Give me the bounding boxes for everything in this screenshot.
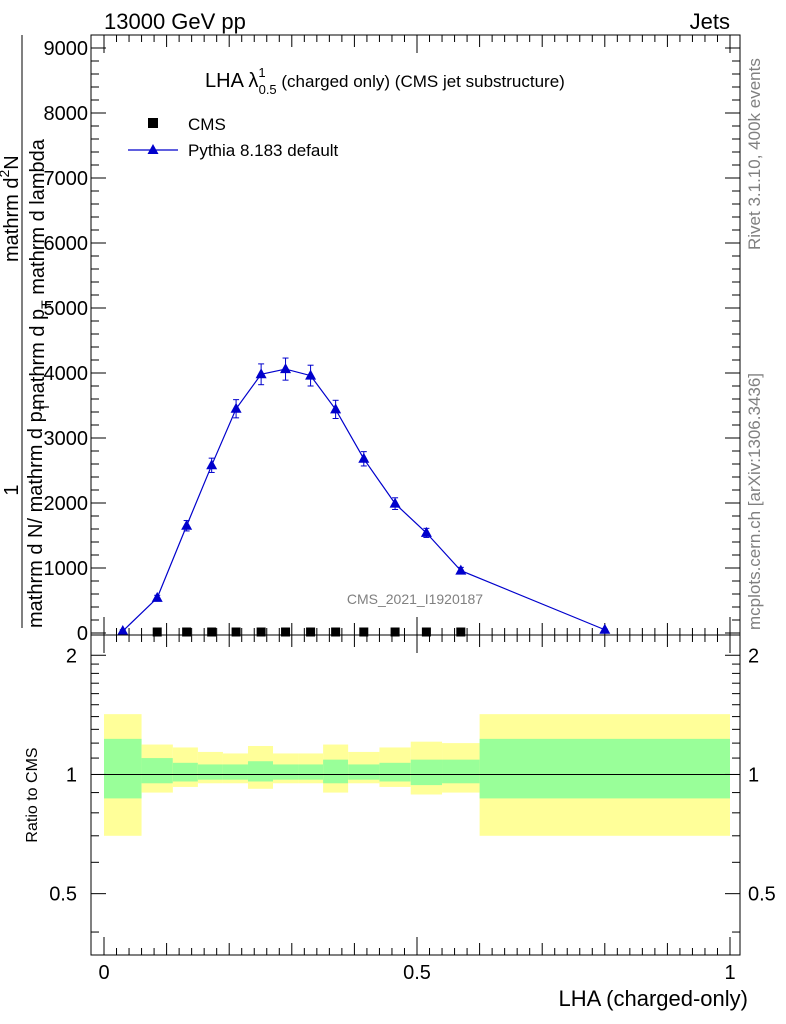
x-tick-label: 1 [724,962,735,984]
legend-pythia-marker [147,144,159,154]
main-y-tick-label: 6000 [44,233,89,255]
ylabel-den-two-end: mathrm d lambda [27,138,49,300]
cms-point [207,627,217,637]
cms-point [421,627,431,637]
pythia-point [599,623,611,634]
plot-title: LHA λ1 0.5 (charged only) (CMS jet substr… [205,65,565,97]
pythia-point [389,497,401,508]
title-main: LHA λ [205,70,258,92]
title-sub: 0.5 [259,82,277,97]
main-series [117,357,611,637]
pythia-point [117,625,129,636]
ratio-bands [104,714,730,836]
legend-cms-marker [148,118,158,128]
pythia-point [330,403,342,414]
main-y-tick-label: 0 [77,623,88,645]
ratio-y-tick-label-right: 0.5 [748,884,776,906]
ratio-inner-band [298,764,324,780]
cms-point [331,627,341,637]
legend: CMS Pythia 8.183 default [128,115,339,160]
pythia-point [230,402,242,413]
cms-point [152,627,162,637]
ratio-inner-band [323,759,349,784]
main-y-tick-label: 3000 [44,428,89,450]
cms-point [182,627,192,637]
ratio-y-label: Ratio to CMS [24,747,41,842]
ratio-frame [90,634,741,956]
main-y-tick-label: 1000 [44,558,89,580]
pythia-point [305,369,317,380]
ratio-inner-band [348,764,380,780]
cms-point [306,627,316,637]
ratio-inner-band [479,738,730,799]
main-y-tick-label: 7000 [44,168,89,190]
ratio-inner-band [197,764,223,780]
ylabel-one: 1 [1,484,23,495]
ratio-y-tick-label: 2 [66,645,77,667]
mcplots-label: mcplots.cern.ch [arXiv:1306.3436] [745,373,764,630]
ratio-inner-band [410,759,443,786]
ylabel-denominator-one: mathrm d N/ mathrm d pT [25,402,52,628]
ratio-y-axis: 0.5 0.5 1 1 2 2 [49,645,776,933]
ratio-inner-band [172,762,198,782]
rivet-label: Rivet 3.1.10, 400k events [745,58,764,250]
main-y-tick-label: 2000 [44,493,89,515]
pythia-point [206,459,218,470]
cms-point [231,627,241,637]
ratio-inner-band [379,762,411,782]
cms-point [390,627,400,637]
main-y-axis: 0 1000 2000 3000 4000 5000 6000 7000 8000 9000 [44,38,740,645]
pythia-line [122,368,606,632]
ylabel-den-one-sub: T [36,402,52,411]
ylabel-denominator-two: mathrm d pT mathrm d lambda [27,138,54,410]
ylabel-den-two-text: mathrm d p [27,309,49,410]
ylabel-num-two-sup: 2 [0,170,12,178]
x-axis-label: LHA (charged-only) [558,986,748,1011]
pythia-point [151,591,163,602]
main-y-label: 1 mathrm d N/ mathrm d pT mathrm d2N mat… [0,35,54,628]
ratio-y-tick-label: 1 [66,764,77,786]
ylabel-den-one-text: mathrm d N/ mathrm d p [25,411,47,628]
ratio-inner-band [273,764,299,780]
ylabel-numerator-two: mathrm d2N [0,155,23,262]
ratio-inner-band [104,738,142,799]
cms-point [456,627,466,637]
legend-pythia-label: Pythia 8.183 default [188,141,339,160]
main-y-tick-label: 9000 [44,38,89,60]
legend-cms-label: CMS [188,115,226,134]
ratio-y-tick-label-right: 2 [748,645,759,667]
ratio-y-tick-label-right: 1 [748,764,759,786]
pythia-point [358,452,370,463]
x-tick-label: 0.5 [403,962,431,984]
pythia-point [455,564,467,575]
pythia-point [255,368,267,379]
ratio-y-tick-label: 0.5 [49,884,77,906]
main-panel: 0 1000 2000 3000 4000 5000 6000 7000 8000 9000 LH… [44,34,741,645]
ylabel-num-two-end: N [1,155,23,169]
title-rest: (charged only) (CMS jet substructure) [277,72,565,91]
ylabel-den-two-sub: T [38,300,54,309]
main-y-tick-label: 8000 [44,103,89,125]
pythia-point [181,519,193,530]
energy-label: 13000 GeV pp [104,9,246,34]
cms-point [359,627,369,637]
pythia-point [420,526,432,537]
ylabel-num-two-text: mathrm d [1,178,23,262]
cms-point [281,627,291,637]
pythia-point [280,363,292,374]
analysis-label: CMS_2021_I1920187 [347,591,483,607]
ratio-x-axis: 0 0.5 1 [98,635,736,984]
ratio-inner-band [442,759,480,784]
ratio-panel: 0.5 0.51 12 2 0 0.5 1 Ratio to CMS LHA (charg… [24,634,776,1011]
main-y-tick-label: 4000 [44,363,89,385]
main-y-tick-label: 5000 [44,298,89,320]
ratio-inner-band [222,764,248,780]
ratio-inner-band [141,758,173,784]
title-sup: 1 [258,65,265,80]
cms-point [256,627,266,637]
x-tick-label: 0 [98,962,109,984]
ratio-inner-band [247,761,274,782]
category-label: Jets [690,9,730,34]
